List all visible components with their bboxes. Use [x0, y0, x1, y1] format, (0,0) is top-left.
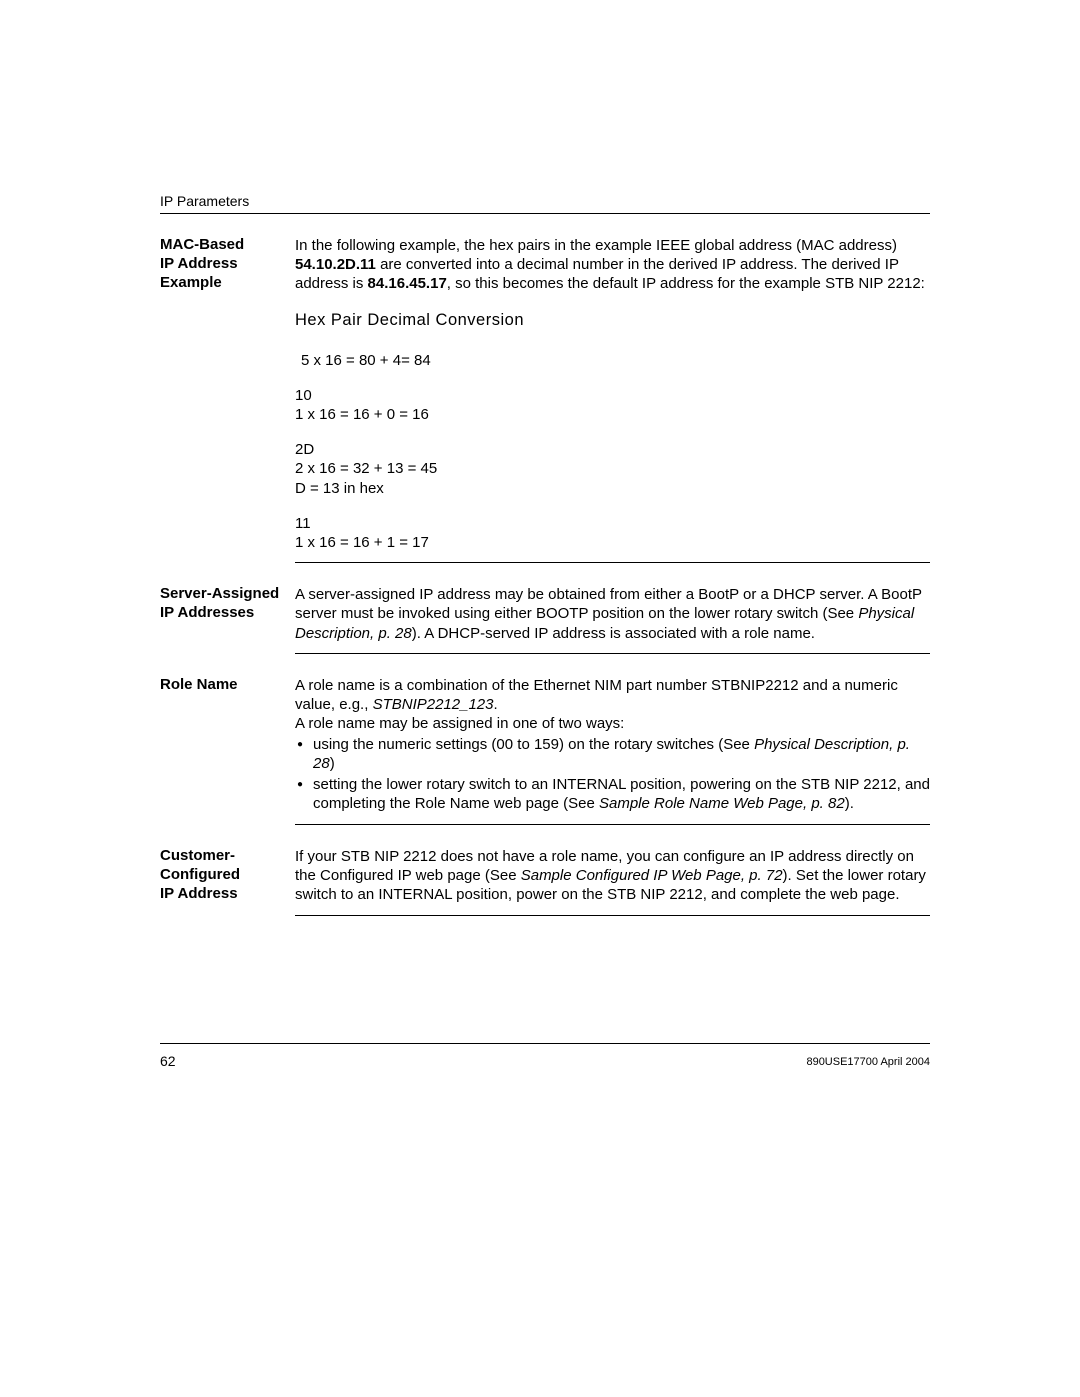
ip-address-value: 84.16.45.17	[368, 275, 447, 292]
conversion-line: 10	[295, 386, 930, 405]
section-server-assigned: Server-Assigned IP Addresses A server-as…	[160, 585, 930, 643]
conversion-block: 11 1 x 16 = 16 + 1 = 17	[295, 514, 930, 552]
list-item: using the numeric settings (00 to 159) o…	[295, 735, 930, 773]
header-rule	[160, 213, 930, 214]
heading-line: Customer-	[160, 847, 235, 864]
section-body: A role name is a combination of the Ethe…	[295, 676, 930, 814]
role-name-example: STBNIP2212_123	[373, 696, 494, 713]
paragraph: If your STB NIP 2212 does not have a rol…	[295, 847, 930, 905]
hex-conversion-title: Hex Pair Decimal Conversion	[295, 310, 930, 331]
footer-rule	[160, 1043, 930, 1044]
heading-line: IP Address	[160, 885, 238, 902]
conversion-line: 11	[295, 514, 930, 533]
paragraph: A server-assigned IP address may be obta…	[295, 585, 930, 643]
section-rule	[295, 824, 930, 825]
heading-line: Configured	[160, 866, 240, 883]
section-body: A server-assigned IP address may be obta…	[295, 585, 930, 643]
conversion-block: 10 1 x 16 = 16 + 0 = 16	[295, 386, 930, 424]
conversion-line: 2 x 16 = 32 + 13 = 45	[295, 459, 930, 478]
heading-line: Server-Assigned	[160, 585, 279, 602]
section-heading: Customer- Configured IP Address	[160, 847, 295, 903]
section-role-name: Role Name A role name is a combination o…	[160, 676, 930, 814]
heading-line: Example	[160, 274, 222, 291]
section-customer-configured: Customer- Configured IP Address If your …	[160, 847, 930, 905]
section-body: If your STB NIP 2212 does not have a rol…	[295, 847, 930, 905]
conversion-block: 5 x 16 = 80 + 4= 84	[295, 351, 930, 370]
section-mac-based: MAC-Based IP Address Example In the foll…	[160, 236, 930, 552]
list-item: setting the lower rotary switch to an IN…	[295, 775, 930, 813]
section-heading: Role Name	[160, 676, 295, 695]
mac-address-value: 54.10.2D.11	[295, 256, 376, 273]
paragraph: A role name is a combination of the Ethe…	[295, 676, 930, 714]
section-rule	[295, 653, 930, 654]
paragraph: In the following example, the hex pairs …	[295, 236, 930, 294]
conversion-line: D = 13 in hex	[295, 479, 930, 498]
page-number: 62	[160, 1053, 176, 1069]
conversion-line: 2D	[295, 440, 930, 459]
conversion-block: 2D 2 x 16 = 32 + 13 = 45 D = 13 in hex	[295, 440, 930, 498]
conversion-line: 1 x 16 = 16 + 0 = 16	[295, 405, 930, 424]
conversion-line: 5 x 16 = 80 + 4= 84	[301, 351, 930, 370]
section-rule	[295, 915, 930, 916]
section-heading: MAC-Based IP Address Example	[160, 236, 295, 292]
conversion-line: 1 x 16 = 16 + 1 = 17	[295, 533, 930, 552]
page-content: IP Parameters MAC-Based IP Address Examp…	[160, 193, 930, 916]
heading-line: Role Name	[160, 676, 238, 693]
section-heading: Server-Assigned IP Addresses	[160, 585, 295, 623]
paragraph: A role name may be assigned in one of tw…	[295, 714, 930, 733]
bullet-list: using the numeric settings (00 to 159) o…	[295, 735, 930, 813]
section-body: In the following example, the hex pairs …	[295, 236, 930, 552]
heading-line: MAC-Based	[160, 236, 244, 253]
heading-line: IP Addresses	[160, 604, 254, 621]
running-header: IP Parameters	[160, 193, 930, 209]
section-rule	[295, 562, 930, 563]
document-id: 890USE17700 April 2004	[806, 1056, 930, 1068]
cross-reference: Sample Role Name Web Page, p. 82	[599, 795, 845, 812]
cross-reference: Sample Configured IP Web Page, p. 72	[521, 867, 783, 884]
heading-line: IP Address	[160, 255, 238, 272]
